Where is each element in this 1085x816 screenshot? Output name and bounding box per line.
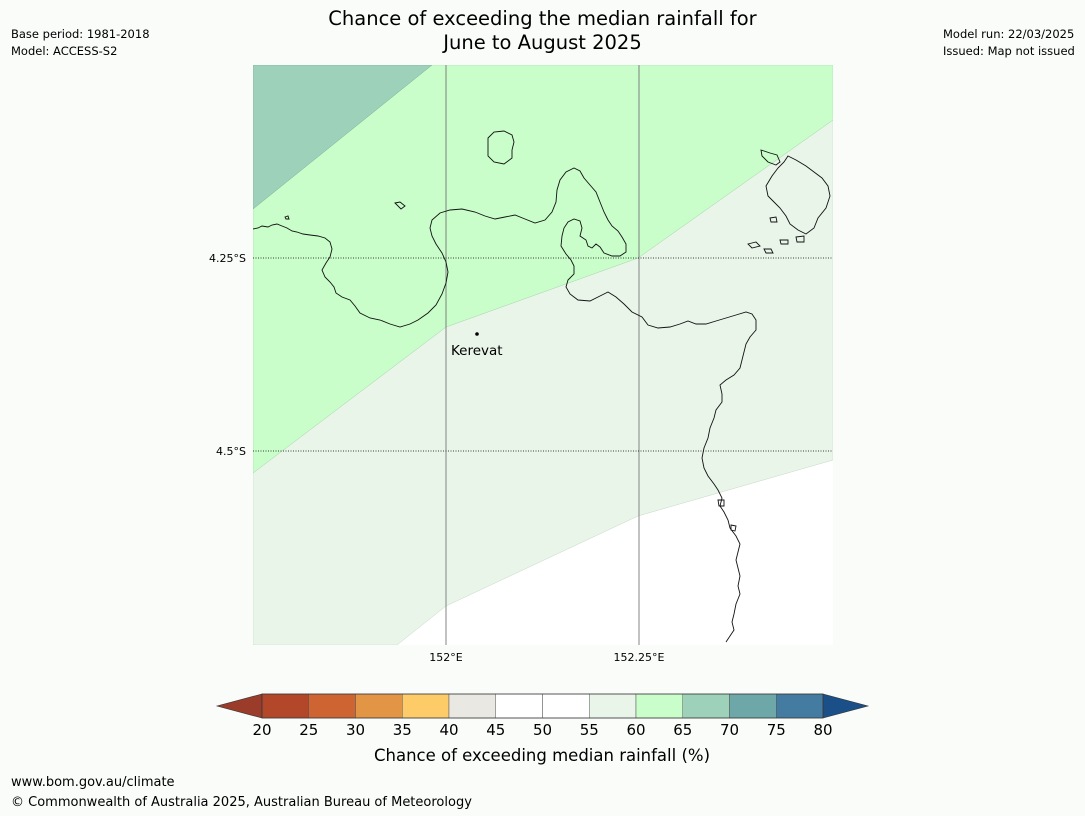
map-title: Chance of exceeding the median rainfall … (0, 7, 1085, 55)
colorbar: 20 25 30 35 40 45 50 55 60 65 70 75 80 (215, 693, 870, 739)
colorbar-segment (682, 693, 730, 719)
kerevat-marker (475, 332, 479, 336)
island (487, 130, 515, 165)
colorbar-segment (402, 693, 450, 719)
island (779, 239, 789, 245)
lat-label: 4.5°S (216, 445, 246, 458)
colorbar-segment (542, 693, 590, 719)
colorbar-frame (261, 693, 824, 719)
island (760, 149, 781, 166)
lon-label: 152°E (429, 651, 462, 664)
colorbar-over-arrow (822, 693, 870, 719)
colorbar-segment (776, 693, 824, 719)
island (763, 248, 774, 254)
colorbar-segment (261, 693, 309, 719)
title-line-1: Chance of exceeding the median rainfall … (328, 7, 757, 30)
colorbar-tick-label: 70 (720, 721, 739, 739)
island (765, 155, 831, 235)
colorbar-tick-label: 75 (767, 721, 786, 739)
colorbar-tick-label: 50 (533, 721, 552, 739)
colorbar-segment (495, 693, 543, 719)
island (747, 241, 761, 249)
band-60-65 (253, 65, 833, 474)
colorbar-segment (589, 693, 637, 719)
footer-url: www.bom.gov.au/climate (11, 775, 175, 790)
colorbar-tick-label: 30 (346, 721, 365, 739)
colorbar-under-arrow (215, 693, 263, 719)
island (730, 524, 737, 532)
header-left: Base period: 1981-2018 Model: ACCESS-S2 (11, 26, 150, 60)
lat-label: 4.25°S (209, 252, 246, 265)
coastline (253, 167, 757, 643)
colorbar-tick-label: 55 (580, 721, 599, 739)
colorbar-label: Chance of exceeding median rainfall (%) (374, 746, 710, 765)
colorbar-tick-label: 45 (486, 721, 505, 739)
base-period-text: Base period: 1981-2018 (11, 27, 150, 41)
colorbar-segment (355, 693, 403, 719)
colorbar-tick-label: 65 (673, 721, 692, 739)
lon-label: 152.25°E (614, 651, 665, 664)
island (394, 201, 406, 210)
colorbar-tick-label: 35 (393, 721, 412, 739)
colorbar-tick-label: 25 (299, 721, 318, 739)
island (717, 499, 725, 507)
footer-copyright: © Commonwealth of Australia 2025, Austra… (11, 795, 472, 810)
colorbar-tick-label: 80 (813, 721, 832, 739)
colorbar-segment (308, 693, 356, 719)
title-line-2: June to August 2025 (443, 31, 642, 54)
band-65-70 (253, 65, 433, 210)
colorbar-tick-label: 40 (439, 721, 458, 739)
island (284, 215, 290, 220)
colorbar-segment (729, 693, 777, 719)
model-run-text: Model run: 22/03/2025 (943, 27, 1075, 41)
model-text: Model: ACCESS-S2 (11, 44, 118, 58)
place-label: Kerevat (451, 343, 503, 359)
island (769, 216, 778, 223)
header-right: Model run: 22/03/2025 Issued: Map not is… (943, 26, 1075, 60)
issued-text: Issued: Map not issued (943, 44, 1075, 58)
colorbar-segment (448, 693, 496, 719)
island (795, 235, 805, 243)
colorbar-segment (635, 693, 683, 719)
colorbar-tick-label: 60 (626, 721, 645, 739)
colorbar-tick-label: 20 (252, 721, 271, 739)
